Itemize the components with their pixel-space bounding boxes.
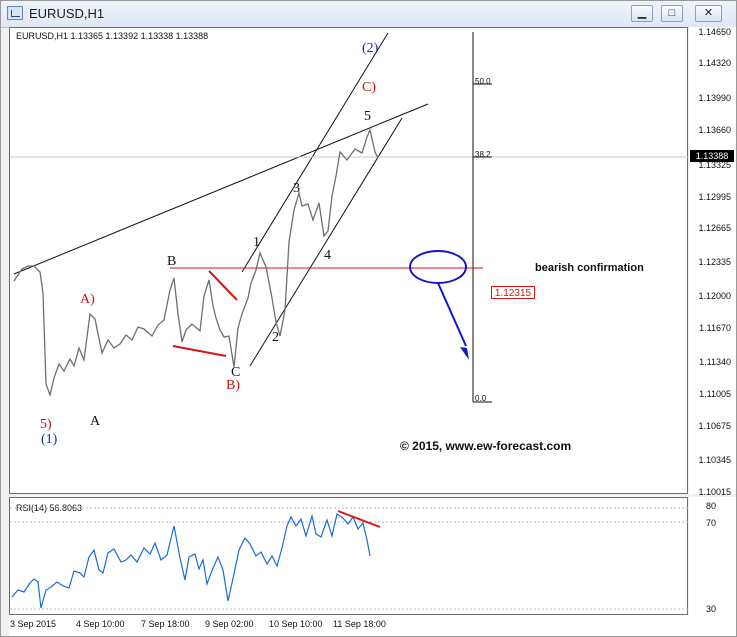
wave-label-b: B	[167, 254, 177, 269]
price-tick: 1.10675	[698, 421, 731, 431]
time-label: 9 Sep 02:00	[205, 619, 254, 629]
price-tick: 1.10345	[698, 455, 731, 465]
wave-label-a-red: A)	[80, 292, 95, 307]
price-tick: 1.12665	[698, 223, 731, 233]
upper-trendline	[13, 103, 429, 275]
price-tick: 1.13325	[698, 160, 731, 170]
rsi-scale: 80 70 30	[689, 497, 736, 615]
rsi-level-30: 30	[705, 604, 716, 614]
wave-label-3: 3	[293, 181, 300, 196]
wave-label-2-blue: (2)	[362, 41, 379, 56]
wave-label-2: 2	[272, 330, 279, 345]
chart-window-icon	[7, 6, 23, 20]
red-level-price-label: 1.12315	[491, 286, 535, 299]
wave-label-1-blue: (1)	[41, 432, 58, 447]
price-chart-panel[interactable]: EURUSD,H1 1.13365 1.13392 1.13338 1.1338…	[9, 27, 689, 494]
price-series	[13, 127, 379, 398]
rsi-drawing	[10, 507, 689, 610]
price-tick: 1.12000	[698, 291, 731, 301]
price-tick: 1.14320	[698, 58, 731, 68]
chart-header: EURUSD,H1 1.13365 1.13392 1.13338 1.1338…	[16, 31, 209, 41]
price-tick: 1.11340	[699, 357, 731, 367]
wave-label-a: A	[90, 414, 101, 429]
title-bar: EURUSD,H1 ▁ □ ✕	[1, 1, 736, 28]
channel-lower-line	[249, 117, 403, 367]
wave-label-b-red: B)	[226, 378, 240, 393]
price-tick: 1.11670	[699, 323, 731, 333]
rsi-header: RSI(14) 56.8063	[16, 503, 83, 513]
blue-arrow-shaft	[437, 282, 467, 347]
time-label: 4 Sep 10:00	[76, 619, 125, 629]
rsi-red-divergence-line	[337, 510, 381, 528]
blue-ellipse	[409, 250, 467, 284]
window-title: EURUSD,H1	[29, 6, 105, 21]
price-tick: 1.14650	[698, 27, 731, 37]
rsi-level-80: 80	[705, 501, 716, 511]
time-label: 11 Sep 18:00	[333, 619, 386, 629]
time-label: 10 Sep 10:00	[269, 619, 323, 629]
price-tick: 1.13660	[698, 125, 731, 135]
red-line-two	[172, 345, 227, 357]
maximize-button[interactable]: □	[661, 5, 683, 22]
copyright-label: © 2015, www.ew-forecast.com	[400, 439, 572, 453]
price-chart-drawing	[10, 32, 689, 403]
price-tick: 1.11005	[699, 389, 731, 399]
wave-label-4: 4	[324, 248, 331, 263]
fib-0-label: 0.0	[475, 394, 487, 403]
price-tick: 1.10015	[698, 487, 731, 497]
wave-label-5: 5	[364, 109, 371, 124]
price-tick: 1.13990	[698, 93, 731, 103]
rsi-panel[interactable]: RSI(14) 56.8063	[9, 497, 689, 615]
bearish-confirmation-label: bearish confirmation	[535, 262, 644, 274]
price-scale: 1.14650 1.14320 1.13990 1.13660 1.13325 …	[689, 27, 736, 497]
current-price-label: 1.13388	[690, 150, 734, 162]
price-tick: 1.12995	[698, 192, 731, 202]
minimize-button[interactable]: ▁	[631, 5, 653, 22]
red-line-one	[208, 270, 238, 301]
price-tick: 1.12335	[698, 257, 731, 267]
blue-arrow-head	[460, 347, 469, 360]
rsi-level-70: 70	[705, 518, 716, 528]
wave-label-5-red: 5)	[40, 417, 52, 432]
time-axis: 3 Sep 2015 4 Sep 10:00 7 Sep 18:00 9 Sep…	[9, 615, 736, 636]
time-label: 7 Sep 18:00	[141, 619, 190, 629]
close-button[interactable]: ✕	[695, 5, 722, 22]
time-label: 3 Sep 2015	[10, 619, 57, 629]
wave-label-1: 1	[253, 235, 260, 250]
fib-382-label: 38.2	[475, 150, 491, 159]
fib-50-label: 50.0	[475, 77, 491, 86]
wave-label-c: C	[231, 365, 241, 380]
wave-label-c-red: C)	[362, 80, 376, 95]
rsi-series	[11, 513, 371, 609]
channel-upper-line	[241, 32, 389, 273]
